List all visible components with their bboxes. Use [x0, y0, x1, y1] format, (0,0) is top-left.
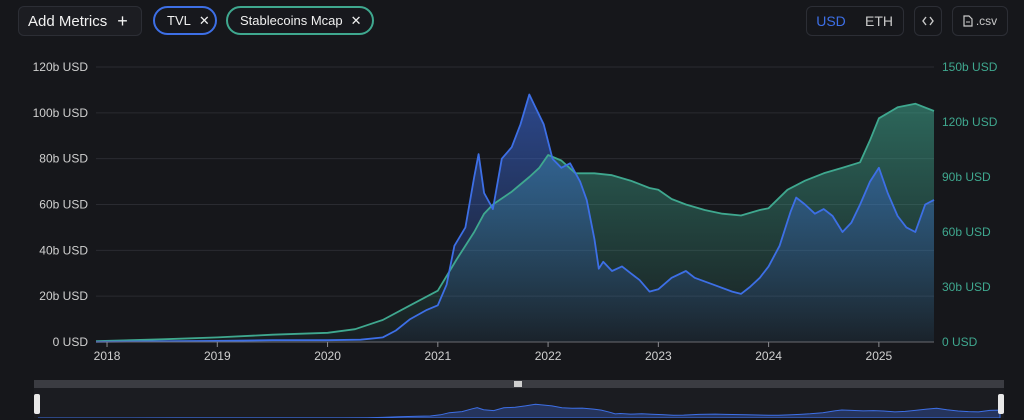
add-metrics-label: Add Metrics — [28, 12, 108, 30]
file-icon — [963, 15, 973, 27]
tvl-stablecoins-chart[interactable]: 0 USD 20b USD 40b USD 60b USD 80b USD 100b US… — [0, 40, 1024, 360]
y-tick-label-left: 20b USD — [39, 289, 88, 303]
code-icon — [922, 16, 934, 26]
x-tick-label: 2025 — [866, 349, 893, 360]
y-tick-label-right: 90b USD — [942, 170, 991, 184]
close-icon[interactable]: ✕ — [198, 12, 210, 28]
tvl-area — [96, 94, 934, 342]
stablecoins-series-line[interactable] — [95, 102, 935, 342]
y-tick-label-left: 80b USD — [39, 152, 88, 166]
plus-icon: + — [117, 11, 128, 31]
currency-option-eth[interactable]: ETH — [865, 13, 893, 29]
series-lines — [95, 93, 935, 343]
tvl-series-line[interactable] — [95, 93, 935, 343]
brush-preview-area — [38, 403, 1001, 418]
currency-option-usd[interactable]: USD — [816, 13, 846, 29]
y-tick-label-left: 100b USD — [33, 106, 89, 120]
y-tick-label-right: 60b USD — [942, 225, 991, 239]
x-tick-label: 2023 — [645, 349, 672, 360]
x-tick-label: 2021 — [424, 349, 451, 360]
brush-handle-left[interactable] — [34, 394, 40, 414]
y-tick-label-right: 120b USD — [942, 115, 998, 129]
y-tick-label-left: 60b USD — [39, 198, 88, 212]
y-axis-right: 0 USD 30b USD 60b USD 90b USD 120b USD 150b U… — [942, 60, 998, 349]
brush-handle-right[interactable] — [998, 394, 1004, 414]
y-tick-label-left: 120b USD — [33, 60, 89, 74]
download-csv-button[interactable]: .csv — [952, 6, 1008, 36]
metric-chip-tvl[interactable]: TVL ✕ — [153, 6, 217, 35]
add-metrics-button[interactable]: Add Metrics + — [18, 6, 142, 36]
metric-chip-stablecoins[interactable]: Stablecoins Mcap ✕ — [226, 6, 374, 35]
x-tick-label: 2024 — [755, 349, 782, 360]
y-tick-label-right: 0 USD — [942, 335, 978, 349]
chip-label: TVL — [167, 13, 191, 28]
embed-button[interactable] — [914, 6, 942, 36]
y-tick-label-left: 0 USD — [53, 335, 89, 349]
range-brush[interactable] — [34, 380, 1004, 418]
x-axis: 2018 2019 2020 2021 2022 2023 2024 2025 — [94, 341, 934, 360]
chip-label: Stablecoins Mcap — [240, 13, 343, 28]
y-tick-label-left: 40b USD — [39, 243, 88, 257]
x-tick-label: 2020 — [314, 349, 341, 360]
y-tick-label-right: 150b USD — [942, 60, 998, 74]
csv-label: .csv — [975, 14, 998, 28]
chart-toolbar: Add Metrics + TVL ✕ Stablecoins Mcap ✕ U… — [16, 5, 1014, 37]
brush-grip-icon[interactable] — [514, 381, 522, 387]
x-tick-label: 2019 — [204, 349, 231, 360]
y-axis-left: 0 USD 20b USD 40b USD 60b USD 80b USD 100b US… — [33, 60, 89, 349]
x-tick-label: 2022 — [535, 349, 562, 360]
series-areas — [96, 94, 934, 342]
close-icon[interactable]: ✕ — [350, 12, 362, 28]
y-tick-label-right: 30b USD — [942, 280, 991, 294]
x-tick-label: 2018 — [94, 349, 121, 360]
currency-toggle: USD ETH — [806, 6, 904, 36]
